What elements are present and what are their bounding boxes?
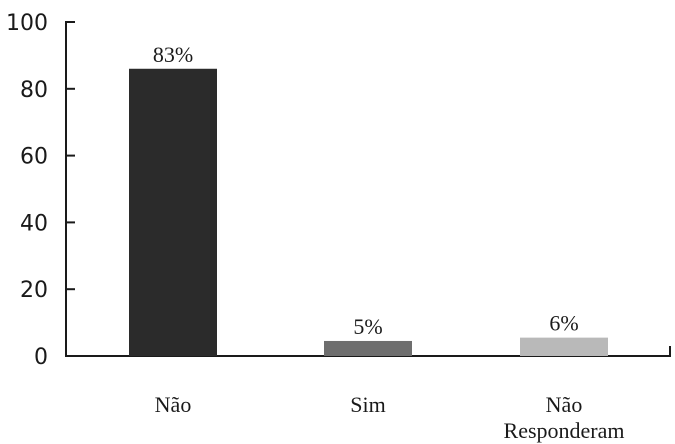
y-tick-label: 40 xyxy=(20,211,48,236)
bar xyxy=(520,337,608,356)
bar xyxy=(324,340,412,356)
bar xyxy=(129,68,217,356)
y-tick-label: 0 xyxy=(34,345,48,370)
category-label-line: Responderam xyxy=(504,418,625,443)
category-label-line: Sim xyxy=(350,392,385,417)
data-label: 5% xyxy=(353,314,382,339)
category-label: Sim xyxy=(350,392,385,417)
category-labels: Não Sim Não Responderam xyxy=(155,392,625,443)
category-label-line: Não xyxy=(546,392,583,417)
data-labels: 83% 5% 6% xyxy=(153,42,579,339)
category-label: Não Responderam xyxy=(504,392,625,443)
data-label: 83% xyxy=(153,42,193,67)
y-axis: 0 20 40 60 80 100 xyxy=(6,11,75,370)
y-tick-label: 100 xyxy=(6,11,48,36)
category-label-line: Não xyxy=(155,392,192,417)
y-tick-label: 80 xyxy=(20,78,48,103)
category-label: Não xyxy=(155,392,192,417)
y-tick-label: 20 xyxy=(20,278,48,303)
bars xyxy=(129,68,608,356)
y-tick-label: 60 xyxy=(20,145,48,170)
data-label: 6% xyxy=(549,311,578,336)
